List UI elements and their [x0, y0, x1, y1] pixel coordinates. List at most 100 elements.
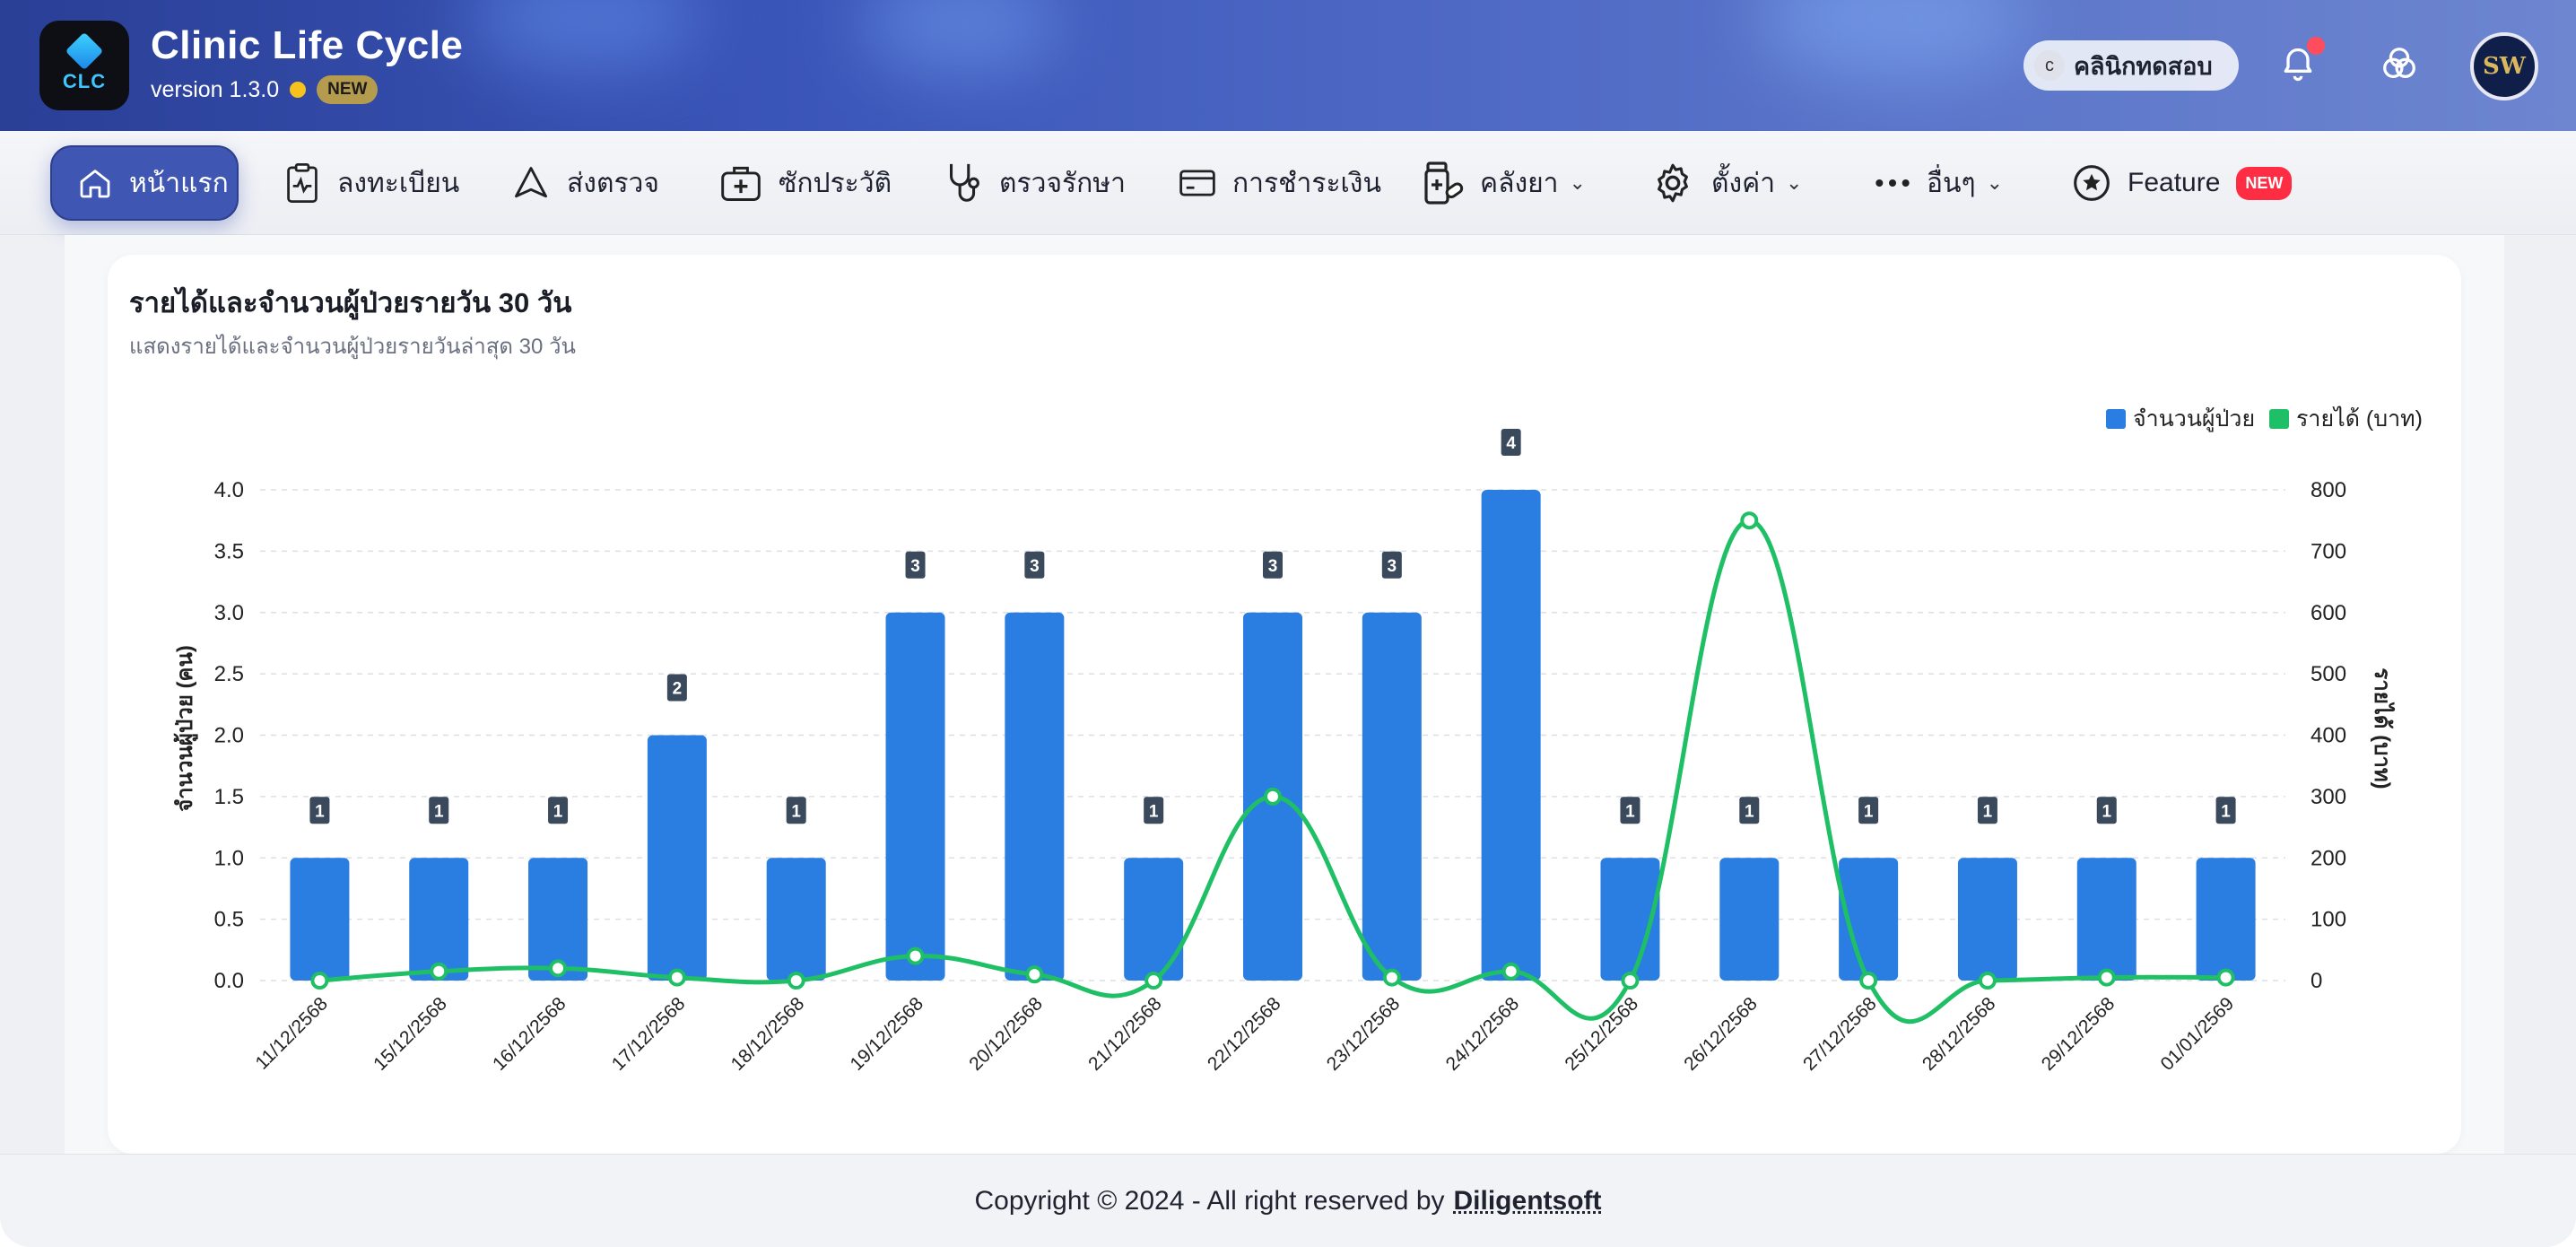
y-left-tick-label: 2.5 [214, 662, 244, 686]
y-left-tick-label: 0.5 [214, 908, 244, 932]
bar-data-label-box [1024, 551, 1045, 579]
nav-item-feature[interactable]: Feature NEW [2072, 145, 2293, 221]
bar [1600, 858, 1660, 981]
bar-data-label-box [786, 797, 806, 824]
bar [409, 858, 469, 981]
version-new-badge: NEW [317, 75, 379, 104]
revenue-point [2097, 968, 2116, 987]
bar-data-label-box [429, 797, 449, 824]
star-icon [2074, 165, 2110, 201]
y-right-tick-label: 0 [2311, 969, 2322, 993]
bar-data-label: 1 [2102, 802, 2111, 821]
y-right-tick-label: 700 [2311, 539, 2346, 563]
y-right-tick-label: 600 [2311, 601, 2346, 625]
feature-new-badge: NEW [2236, 166, 2293, 200]
nav-item-label: อื่นๆ [1927, 168, 1976, 198]
y-left-tick-label: 1.5 [214, 785, 244, 809]
clinic-selector[interactable]: c คลินิกทดสอบ [2023, 40, 2239, 91]
footer-copyright: Copyright © 2024 - All right reserved by [974, 1185, 1445, 1216]
nav-item-label: ตั้งค่า [1711, 168, 1776, 198]
nav-item-more[interactable]: อื่นๆ ⌄ [1875, 145, 2003, 221]
theme-circles-icon[interactable] [2379, 43, 2420, 84]
bar-data-label-box [2215, 797, 2236, 824]
y-right-tick-label: 800 [2311, 478, 2346, 502]
bar-data-label-box [1858, 797, 1879, 824]
revenue-point [310, 972, 329, 990]
bar-data-label: 1 [1625, 802, 1635, 821]
medicine-bottle-icon [1424, 161, 1464, 205]
y-left-tick-label: 0.0 [214, 969, 244, 993]
y-left-tick-label: 2.0 [214, 724, 244, 748]
nav-item-home[interactable]: หน้าแรก [50, 145, 239, 221]
clinic-initial-avatar: c [2034, 50, 2065, 81]
nav-item-history[interactable]: ซักประวัติ [719, 145, 892, 221]
nav-item-register[interactable]: ลงทะเบียน [283, 145, 459, 221]
nav-item-settings[interactable]: ตั้งค่า ⌄ [1650, 145, 1802, 221]
revenue-point [1978, 972, 1997, 990]
revenue-point [1264, 787, 1282, 806]
legend-label-revenue: รายได้ (บาท) [2296, 405, 2423, 432]
x-tick-label: 28/12/2568 [1919, 993, 2000, 1075]
y-right-tick-label: 200 [2311, 846, 2346, 870]
y-right-tick-label: 300 [2311, 785, 2346, 809]
bar-data-label-box [548, 797, 569, 824]
notification-bell-icon[interactable] [2278, 45, 2318, 84]
bar-data-label-box [1144, 797, 1164, 824]
x-tick-label: 11/12/2568 [251, 993, 331, 1073]
revenue-point [549, 959, 568, 978]
revenue-point [1501, 962, 1520, 981]
bar-data-label: 1 [553, 802, 563, 821]
x-tick-label: 16/12/2568 [489, 993, 570, 1075]
nav-item-pharmacy[interactable]: คลังยา ⌄ [1421, 145, 1586, 221]
bar [290, 858, 350, 981]
revenue-point [1859, 972, 1878, 990]
chevron-down-icon: ⌄ [1986, 171, 2004, 194]
credit-card-icon [1179, 170, 1215, 196]
legend-label-patients: จำนวนผู้ป่วย [2133, 406, 2255, 432]
bar-data-label: 1 [791, 802, 801, 821]
stethoscope-icon [950, 163, 979, 202]
bar-data-label-box [1977, 797, 1997, 824]
x-tick-label: 29/12/2568 [2038, 993, 2119, 1075]
revenue-point [2216, 968, 2235, 987]
bar-data-label-box [666, 674, 687, 702]
nav-item-send-exam[interactable]: ส่งตรวจ [511, 145, 659, 221]
app-logo[interactable]: CLC [39, 21, 129, 110]
bar-data-label-box [309, 797, 330, 824]
bar-data-label: 1 [434, 802, 444, 821]
bar-data-label: 3 [1268, 557, 1278, 576]
bar-data-label: 1 [1983, 802, 1993, 821]
y-right-axis-title: รายได้ (บาท) [2370, 667, 2396, 789]
y-right-tick-label: 500 [2311, 662, 2346, 686]
bar [1719, 858, 1780, 981]
revenue-point [1382, 968, 1401, 987]
y-left-tick-label: 1.0 [214, 846, 244, 870]
nav-item-treatment[interactable]: ตรวจรักษา [944, 145, 1126, 221]
bar [1124, 858, 1184, 981]
bar [528, 858, 588, 981]
notification-indicator [2307, 37, 2325, 55]
x-tick-label: 24/12/2568 [1442, 993, 1524, 1075]
nav-item-label: ตรวจรักษา [999, 168, 1126, 198]
revenue-point [1740, 511, 1759, 530]
nav-item-payment[interactable]: การชำระเงิน [1179, 145, 1381, 221]
x-tick-label: 18/12/2568 [727, 993, 809, 1075]
gear-icon [1658, 163, 1688, 203]
y-left-tick-label: 4.0 [214, 478, 244, 502]
revenue-point [430, 962, 448, 981]
bar-data-label-box [1620, 797, 1640, 824]
clinic-name: คลินิกทดสอบ [2074, 52, 2213, 80]
home-icon [80, 170, 110, 198]
footer-company-link[interactable]: Diligentsoft [1453, 1185, 1602, 1216]
nav-item-label: Feature [2128, 168, 2221, 197]
revenue-point [1144, 972, 1163, 990]
nav-item-label: ส่งตรวจ [567, 168, 659, 198]
bar-data-label-box [1381, 551, 1402, 579]
user-avatar[interactable]: SW [2470, 32, 2538, 100]
nav-item-label: ลงทะเบียน [337, 168, 460, 198]
x-tick-label: 20/12/2568 [965, 993, 1047, 1075]
send-triangle-icon [515, 167, 547, 198]
footer: Copyright © 2024 - All right reserved by… [0, 1154, 2576, 1247]
bar-data-label: 1 [1149, 802, 1159, 821]
